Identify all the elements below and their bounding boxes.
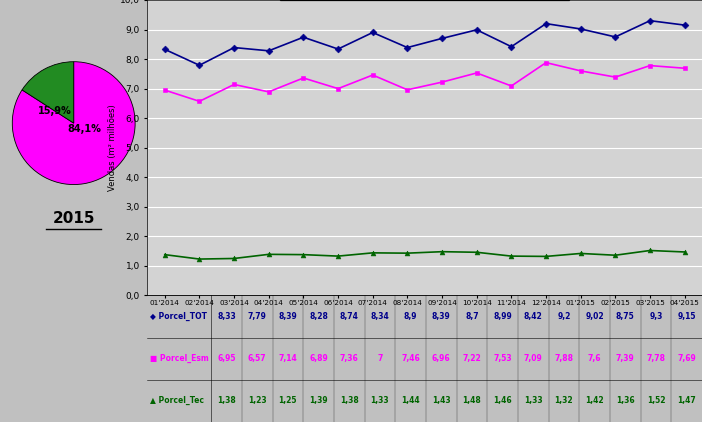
Text: ■ Porcel_Esm: ■ Porcel_Esm (150, 354, 208, 363)
Text: 7,39: 7,39 (616, 354, 635, 363)
Text: 7,88: 7,88 (555, 354, 574, 363)
Text: 8,39: 8,39 (432, 312, 451, 321)
Text: 7: 7 (377, 354, 383, 363)
Text: 1,38: 1,38 (340, 396, 359, 406)
Text: 7,14: 7,14 (279, 354, 297, 363)
Text: 8,39: 8,39 (279, 312, 297, 321)
Text: 8,7: 8,7 (465, 312, 479, 321)
Text: 8,34: 8,34 (371, 312, 390, 321)
Text: 9,3: 9,3 (649, 312, 663, 321)
Text: 8,9: 8,9 (404, 312, 417, 321)
Text: 1,48: 1,48 (463, 396, 482, 406)
Text: 1,52: 1,52 (647, 396, 665, 406)
Text: 6,96: 6,96 (432, 354, 451, 363)
Text: 1,44: 1,44 (402, 396, 420, 406)
Text: ▲ Porcel_Tec: ▲ Porcel_Tec (150, 396, 204, 406)
Text: 8,74: 8,74 (340, 312, 359, 321)
Text: 15,9%: 15,9% (39, 106, 72, 116)
Wedge shape (22, 62, 74, 123)
Text: 7,6: 7,6 (588, 354, 602, 363)
Text: 7,09: 7,09 (524, 354, 543, 363)
Text: 9,15: 9,15 (677, 312, 696, 321)
Text: 8,28: 8,28 (309, 312, 328, 321)
Text: 1,42: 1,42 (585, 396, 604, 406)
Text: 6,89: 6,89 (309, 354, 328, 363)
Text: 2015: 2015 (53, 211, 95, 226)
Text: 1,47: 1,47 (677, 396, 696, 406)
Text: 1,38: 1,38 (217, 396, 236, 406)
Text: 1,33: 1,33 (524, 396, 543, 406)
Text: 7,36: 7,36 (340, 354, 359, 363)
Y-axis label: Vendas (m² milhões): Vendas (m² milhões) (108, 104, 117, 191)
Text: 1,32: 1,32 (555, 396, 574, 406)
Text: 1,46: 1,46 (494, 396, 512, 406)
Text: 1,23: 1,23 (248, 396, 267, 406)
Text: 8,42: 8,42 (524, 312, 543, 321)
Text: 1,36: 1,36 (616, 396, 635, 406)
Text: 7,22: 7,22 (463, 354, 482, 363)
Text: 7,79: 7,79 (248, 312, 267, 321)
Text: 7,46: 7,46 (402, 354, 420, 363)
Text: 7,53: 7,53 (494, 354, 512, 363)
Text: 6,57: 6,57 (248, 354, 267, 363)
Text: 7,69: 7,69 (677, 354, 696, 363)
Text: 1,39: 1,39 (310, 396, 328, 406)
Text: 84,1%: 84,1% (68, 124, 102, 134)
Text: 8,33: 8,33 (217, 312, 236, 321)
Text: ◆ Porcel_TOT: ◆ Porcel_TOT (150, 312, 206, 321)
Text: 6,95: 6,95 (218, 354, 236, 363)
Text: 1,33: 1,33 (371, 396, 389, 406)
Text: 9,02: 9,02 (585, 312, 604, 321)
Text: 1,25: 1,25 (279, 396, 297, 406)
Text: 7,78: 7,78 (647, 354, 665, 363)
Wedge shape (13, 62, 135, 184)
Text: 9,2: 9,2 (557, 312, 571, 321)
Text: 8,99: 8,99 (494, 312, 512, 321)
Text: 8,75: 8,75 (616, 312, 635, 321)
Text: 1,43: 1,43 (432, 396, 451, 406)
